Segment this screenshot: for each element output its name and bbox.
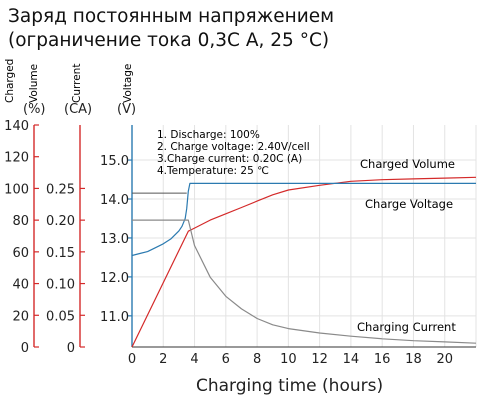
charged-tick-label: 140 [4,119,29,134]
voltage-tick-label: 11.0 [100,310,129,325]
x-tick-label: 2 [159,352,167,367]
voltage-axis-label: Voltage [122,64,134,103]
chart-subtitle: (ограничение тока 0,3C A, 25 °C) [8,30,329,51]
voltage-axis-unit: (V) [117,102,136,117]
current-tick-label: 0.20 [46,214,75,229]
tick-labels: 1401201008060402000.250.200.150.100.0501… [4,119,453,367]
charged-tick-label: 80 [12,214,29,229]
voltage-tick-label: 14.0 [100,193,129,208]
series-line-charging-current [132,219,477,344]
voltage-tick-label: 12.0 [100,271,129,286]
current-axis-label: Current [71,64,83,103]
current-tick-label: 0.05 [46,309,75,324]
charged-axis-unit: (%) [23,102,46,117]
charged-tick-label: 100 [4,182,29,197]
series-label-charging-current: Charging Current [357,320,456,334]
note-2: 2. Charge voltage: 2.40V/cell [157,141,310,153]
axes [33,124,476,348]
charged-tick-label: 40 [12,278,29,293]
note-3: 3.Charge current: 0.20C (A) [157,153,302,165]
current-tick-label: 0.15 [46,246,75,261]
series-label-charge-voltage: Charge Voltage [365,197,453,211]
note-4: 4.Temperature: 25 ℃ [157,165,269,177]
x-tick-label: 14 [343,352,360,367]
x-axis-label: Charging time (hours) [196,376,383,396]
chart-title: Заряд постоянным напряжением [8,6,334,27]
series-label-charged-volume: Charged Volume [360,157,455,171]
voltage-tick-label: 13.0 [100,232,129,247]
x-tick-label: 8 [253,352,261,367]
charged-tick-label: 20 [12,309,29,324]
x-tick-label: 6 [222,352,230,367]
charged-axis-label2: Volume [28,64,40,103]
current-axis-unit: (CA) [64,102,92,117]
series [131,176,477,348]
grid [131,125,477,347]
series-line-charge-voltage [131,182,476,257]
series-line-charged-volume [131,176,477,348]
note-1: 1. Discharge: 100% [157,129,260,141]
x-tick-label: 16 [374,352,391,367]
x-tick-label: 18 [405,352,422,367]
current-tick-label: 0 [67,341,75,356]
charged-axis-label: Charged [4,59,16,103]
x-tick-label: 12 [311,352,328,367]
voltage-tick-label: 15.0 [100,154,129,169]
x-tick-label: 20 [436,352,453,367]
charged-tick-label: 0 [21,341,29,356]
x-tick-label: 10 [280,352,297,367]
charged-tick-label: 120 [4,151,29,166]
x-tick-label: 0 [128,352,136,367]
x-tick-label: 4 [190,352,198,367]
chart-notes: 1. Discharge: 100% 2. Charge voltage: 2.… [157,129,310,177]
charged-tick-label: 60 [12,246,29,261]
current-tick-label: 0.25 [46,182,75,197]
current-tick-label: 0.10 [46,278,75,293]
